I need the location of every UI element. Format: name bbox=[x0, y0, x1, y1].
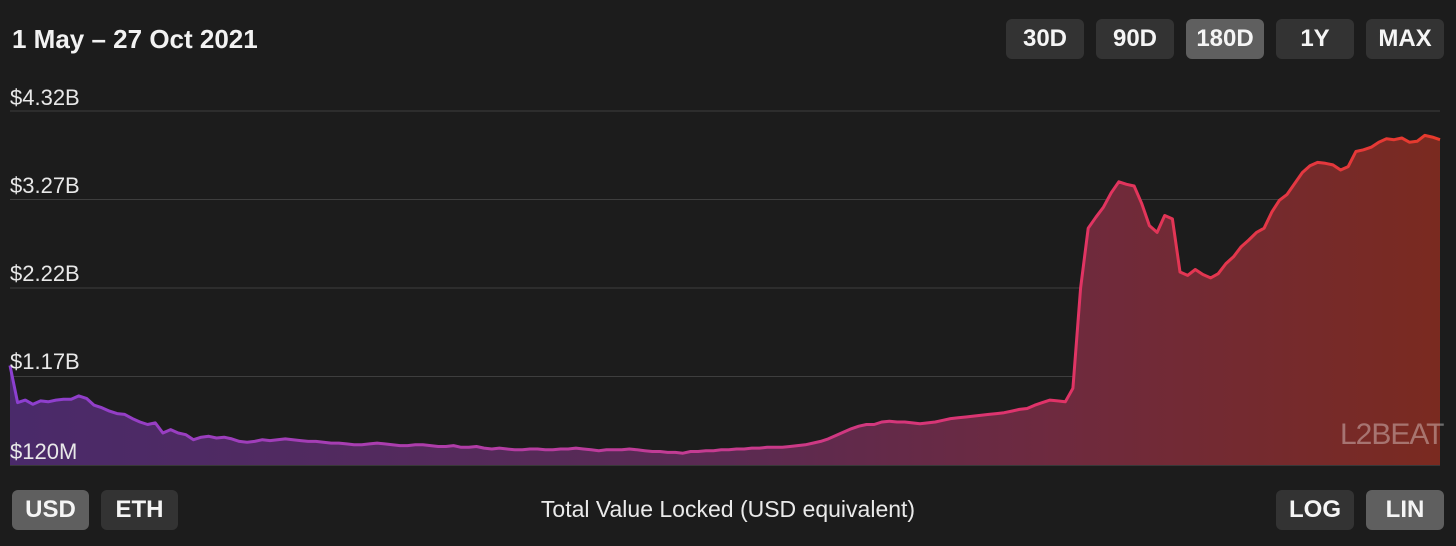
tvl-area bbox=[10, 135, 1440, 465]
y-tick-label-4320m: $4.32B bbox=[10, 85, 80, 110]
y-tick-label-1170m: $1.17B bbox=[10, 349, 80, 374]
y-tick-label-120m: $120M bbox=[10, 439, 78, 464]
y-tick-label-2220m: $2.22B bbox=[10, 261, 80, 286]
tvl-line bbox=[8, 133, 1441, 455]
range-max-button[interactable]: MAX bbox=[1366, 19, 1444, 59]
l2beat-watermark: L2BEAT bbox=[1340, 418, 1444, 451]
range-180d-button[interactable]: 180D bbox=[1186, 19, 1264, 59]
scale-selector: LOG LIN bbox=[1276, 490, 1444, 530]
date-range-title: 1 May – 27 Oct 2021 bbox=[12, 24, 258, 54]
range-1y-button[interactable]: 1Y bbox=[1276, 19, 1354, 59]
time-range-selector: 30D 90D 180D 1Y MAX bbox=[1006, 19, 1444, 59]
eth-button[interactable]: ETH bbox=[101, 490, 178, 530]
log-scale-button[interactable]: LOG bbox=[1276, 490, 1354, 530]
usd-button[interactable]: USD bbox=[12, 490, 89, 530]
range-90d-button[interactable]: 90D bbox=[1096, 19, 1174, 59]
range-30d-button[interactable]: 30D bbox=[1006, 19, 1084, 59]
lin-scale-button[interactable]: LIN bbox=[1366, 490, 1444, 530]
chart-caption: Total Value Locked (USD equivalent) bbox=[540, 496, 916, 522]
y-tick-label-3270m: $3.27B bbox=[10, 173, 80, 198]
currency-selector: USD ETH bbox=[12, 490, 178, 530]
